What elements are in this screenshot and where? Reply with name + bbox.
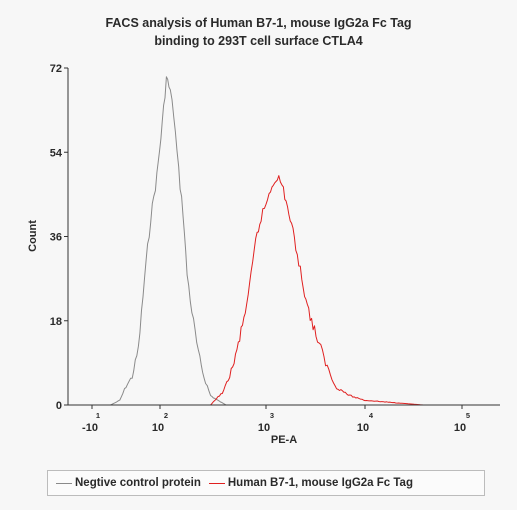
chart-legend: Negtive control protein Human B7-1, mous… bbox=[47, 470, 485, 496]
y-tick-label: 18 bbox=[50, 316, 62, 328]
y-tick-label: 36 bbox=[50, 232, 62, 244]
legend-item-negative-control: Negtive control protein bbox=[56, 477, 201, 489]
legend-swatch-gray bbox=[56, 482, 72, 484]
series-line-b7-1 bbox=[210, 175, 424, 406]
x-axis-label: PE-A bbox=[271, 434, 297, 446]
y-tick-label: 54 bbox=[50, 147, 63, 159]
x-tick-base: 10 bbox=[152, 422, 164, 434]
x-tick-base: -10 bbox=[82, 422, 98, 434]
y-axis-label: Count bbox=[27, 220, 39, 252]
legend-swatch-red bbox=[208, 482, 225, 484]
chart-title-line-1: FACS analysis of Human B7-1, mouse IgG2a… bbox=[105, 16, 412, 30]
y-axis-ticks: 0 18 36 54 72 bbox=[50, 63, 68, 412]
x-tick-exponent: 4 bbox=[369, 411, 374, 420]
legend-label-b7-1: Human B7-1, mouse IgG2a Fc Tag bbox=[227, 477, 413, 489]
chart-title-line-2: binding to 293T cell surface CTLA4 bbox=[154, 34, 363, 48]
x-tick-exponent: 5 bbox=[466, 411, 470, 420]
x-tick-exponent: 1 bbox=[96, 411, 100, 420]
x-tick-exponent: 2 bbox=[164, 411, 168, 420]
series-line-negative-control bbox=[110, 76, 227, 406]
y-tick-label: 72 bbox=[50, 63, 62, 75]
x-tick-exponent: 3 bbox=[270, 411, 274, 420]
y-tick-label: 0 bbox=[56, 400, 62, 412]
x-tick-base: 10 bbox=[258, 422, 270, 434]
x-tick-base: 10 bbox=[357, 422, 369, 434]
series-layer bbox=[110, 76, 424, 406]
chart-title: FACS analysis of Human B7-1, mouse IgG2a… bbox=[0, 14, 517, 50]
x-tick-base: 10 bbox=[454, 422, 466, 434]
legend-label-negative-control: Negtive control protein bbox=[75, 477, 201, 489]
legend-item-b7-1: Human B7-1, mouse IgG2a Fc Tag bbox=[208, 477, 413, 489]
